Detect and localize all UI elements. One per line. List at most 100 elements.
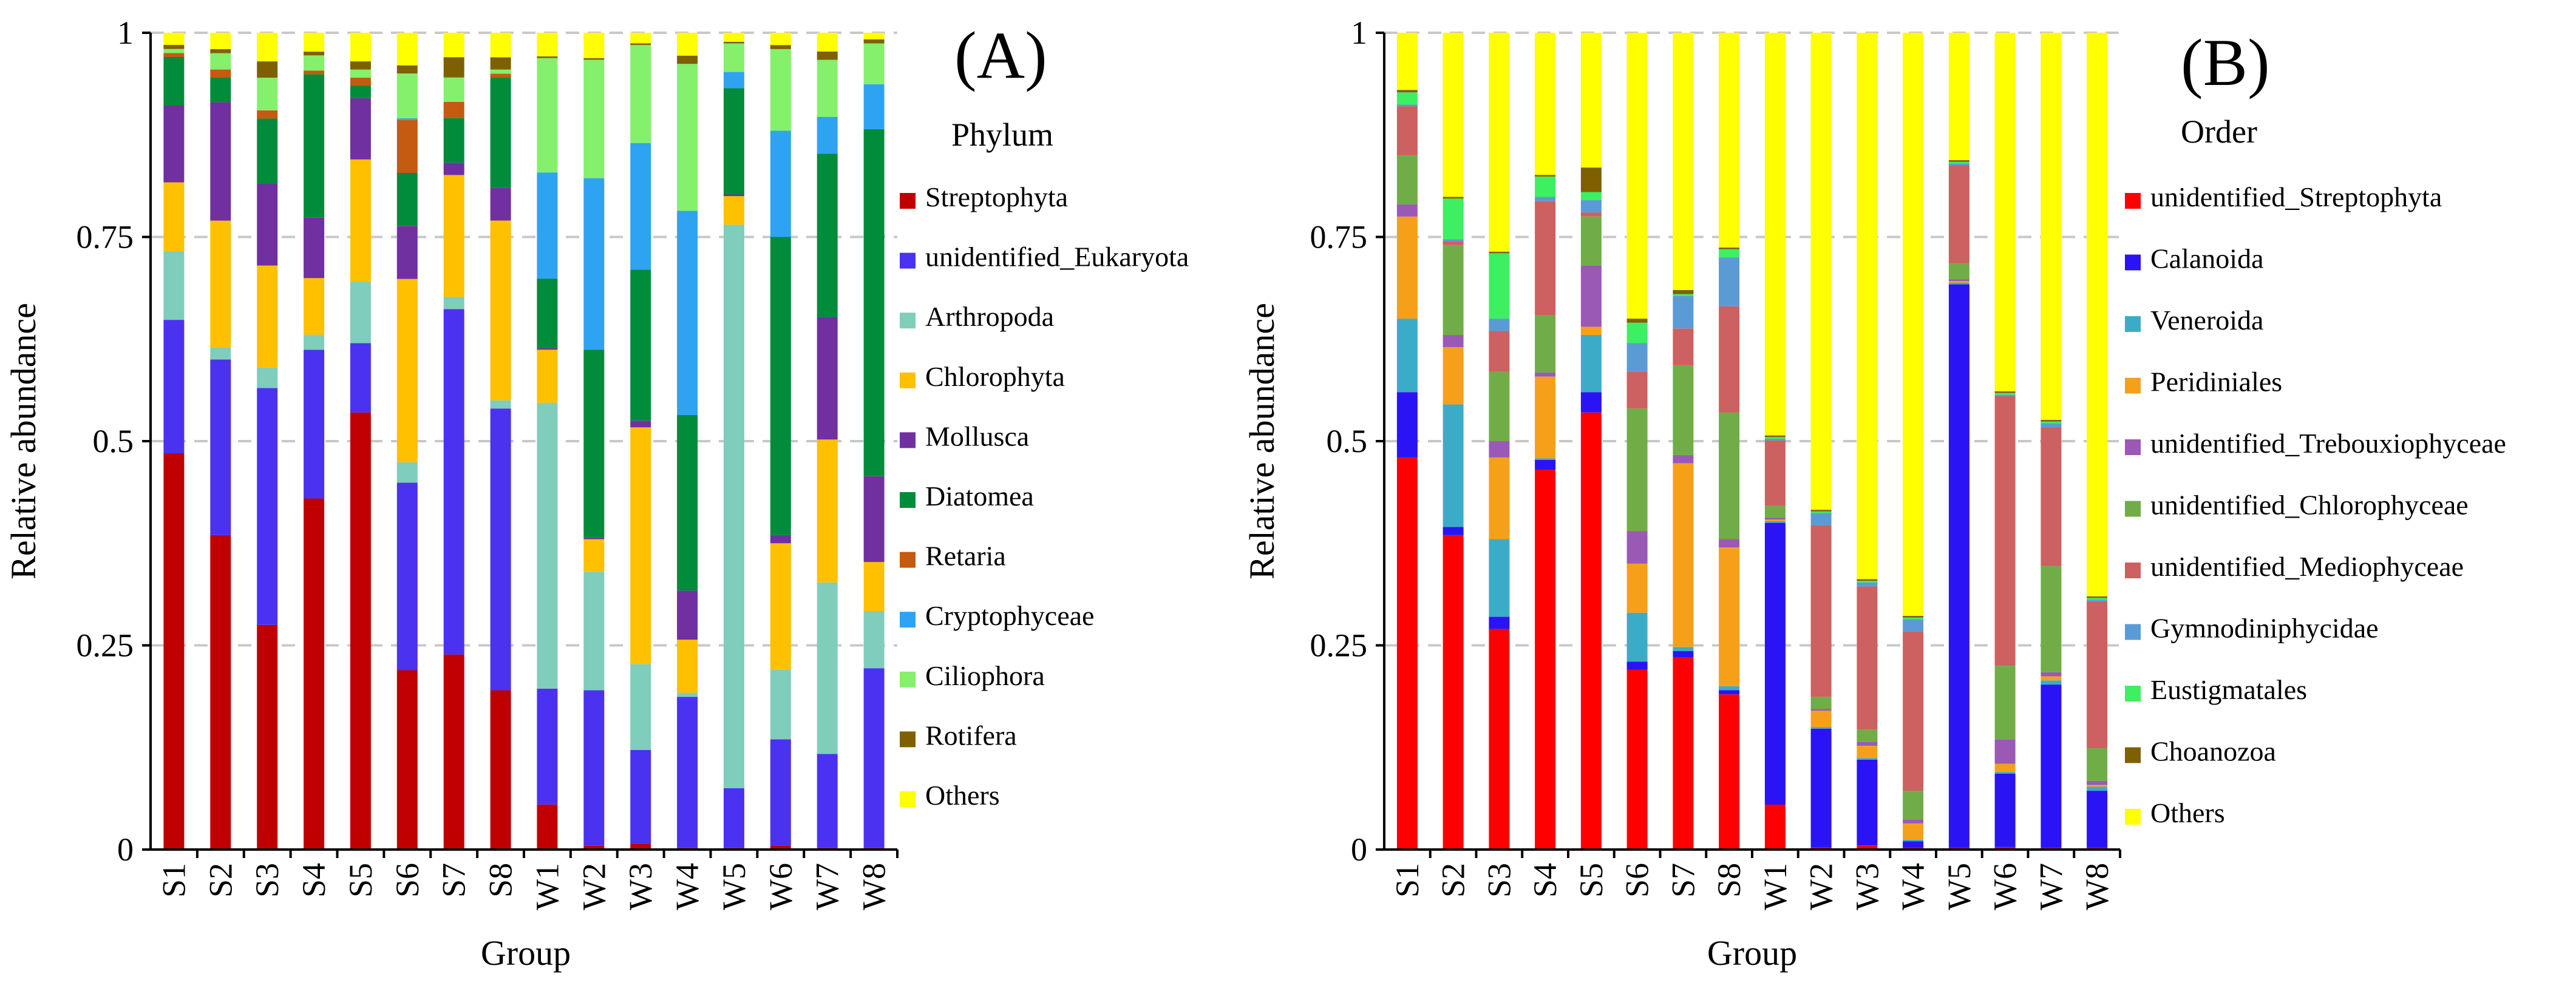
bar-segment <box>1857 742 1878 746</box>
bar-segment <box>1489 629 1510 850</box>
bar-segment <box>257 184 278 266</box>
bar-segment <box>1626 322 1648 343</box>
bar-segment <box>304 278 325 335</box>
bar-segment <box>1580 335 1602 393</box>
bar-segment <box>630 33 651 44</box>
bar-segment <box>1994 763 2016 772</box>
bar-segment <box>677 590 698 640</box>
bar-segment <box>723 43 744 72</box>
bar-segment <box>2087 780 2108 785</box>
bar-segment <box>2041 420 2062 422</box>
bar-segment <box>583 178 605 350</box>
bar-segment <box>863 476 885 563</box>
bar-segment <box>537 58 558 173</box>
bar-segment <box>1903 33 1924 616</box>
bar-segment <box>1535 460 1556 470</box>
bar-segment <box>677 211 698 415</box>
bar-segment <box>490 73 511 78</box>
legend-swatch <box>2125 501 2141 517</box>
bar-segment <box>1489 617 1510 629</box>
bar-segment <box>210 359 231 535</box>
bar-segment <box>1580 265 1602 327</box>
bar-segment <box>1443 241 1464 245</box>
bar-segment <box>1994 739 2016 764</box>
bar-segment <box>396 670 418 850</box>
bar-segment <box>163 33 185 45</box>
bar-segment <box>257 624 278 850</box>
bar-segment <box>490 69 511 74</box>
bar-segment <box>1903 631 1924 791</box>
bar-segment <box>1626 612 1648 662</box>
x-tick-label: W5 <box>716 863 752 910</box>
bar-segment <box>1764 505 1786 518</box>
y-tick-label: 0 <box>117 831 134 868</box>
bar-segment <box>1948 161 1969 164</box>
bar-segment <box>537 56 558 58</box>
bar-segment <box>1719 306 1740 413</box>
bar-segment <box>1673 296 1694 329</box>
bar-segment <box>163 453 185 850</box>
bar-segment <box>817 582 838 754</box>
bar-segment <box>1903 823 1924 840</box>
bar-segment <box>1580 412 1602 850</box>
bar-segment <box>1994 33 2016 391</box>
bar-segment <box>1903 841 1924 848</box>
bar-segment <box>1443 347 1464 405</box>
bar-segment <box>1443 404 1464 527</box>
bar-segment <box>583 572 605 691</box>
x-ticks-a: S1 S2 S3 S4 S5 S6 S7 S8 W1 W2 W3 W4 W5 W6 W7 W8 <box>155 850 899 910</box>
x-tick-label: S4 <box>296 863 332 897</box>
bar-segment <box>1810 709 1832 711</box>
bar-segment <box>770 739 791 846</box>
bar-segment <box>350 61 371 70</box>
y-tick-label: 0.75 <box>1310 219 1368 255</box>
bar-segment <box>210 347 231 360</box>
bar-segment <box>396 462 418 483</box>
bar-segment <box>1719 547 1740 686</box>
x-tick-label: S2 <box>202 863 239 897</box>
bar-segment <box>583 690 605 846</box>
bar-segment <box>1903 791 1924 820</box>
x-tick-label: S4 <box>1527 863 1563 897</box>
x-tick-label: S6 <box>1619 863 1656 897</box>
bar-segment <box>304 55 325 71</box>
legend-swatch <box>900 193 916 209</box>
bar-segment <box>490 220 511 400</box>
x-tick-label: S7 <box>436 863 472 897</box>
bar-segment <box>2087 786 2108 791</box>
x-tick-label: S1 <box>1389 863 1426 897</box>
bar-segment <box>490 408 511 691</box>
bar-segment <box>817 317 838 440</box>
x-tick-label: W7 <box>2033 863 2069 910</box>
bar-segment <box>723 196 744 225</box>
bar-segment <box>1857 582 1878 587</box>
legend-swatch <box>900 313 916 329</box>
bar-segment <box>863 43 885 84</box>
legend-swatch <box>2125 563 2141 578</box>
bar-segment <box>210 535 231 850</box>
x-tick-label: W3 <box>622 863 659 910</box>
bar-segment <box>350 159 371 282</box>
bar-segment <box>630 749 651 844</box>
bar-segment <box>443 101 464 118</box>
bar-segment <box>583 33 605 58</box>
bar-segment <box>723 72 744 89</box>
bar-segment <box>1810 711 1832 728</box>
stacked-bars-b <box>1396 33 2108 850</box>
bar-segment <box>677 640 698 693</box>
x-tick-label: S1 <box>155 863 192 897</box>
x-tick-label: S2 <box>1435 863 1472 897</box>
bar-segment <box>304 70 325 75</box>
bar-segment <box>1857 746 1878 759</box>
bar-segment <box>1810 727 1832 729</box>
x-tick-label: W7 <box>809 863 846 910</box>
x-tick-label: S8 <box>1711 863 1747 897</box>
bar-segment <box>770 237 791 535</box>
legend-label: unidentified_Eukaryota <box>925 242 1189 272</box>
legend-swatch <box>900 252 916 269</box>
x-tick-label: W2 <box>1803 863 1840 910</box>
bar-segment <box>1903 819 1924 823</box>
bar-segment <box>677 697 698 848</box>
bar-segment <box>817 117 838 154</box>
legend-swatch <box>900 612 916 628</box>
